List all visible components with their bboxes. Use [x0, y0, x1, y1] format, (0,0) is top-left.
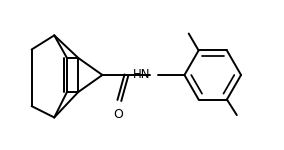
Text: HN: HN	[133, 68, 151, 81]
Text: O: O	[113, 108, 123, 121]
